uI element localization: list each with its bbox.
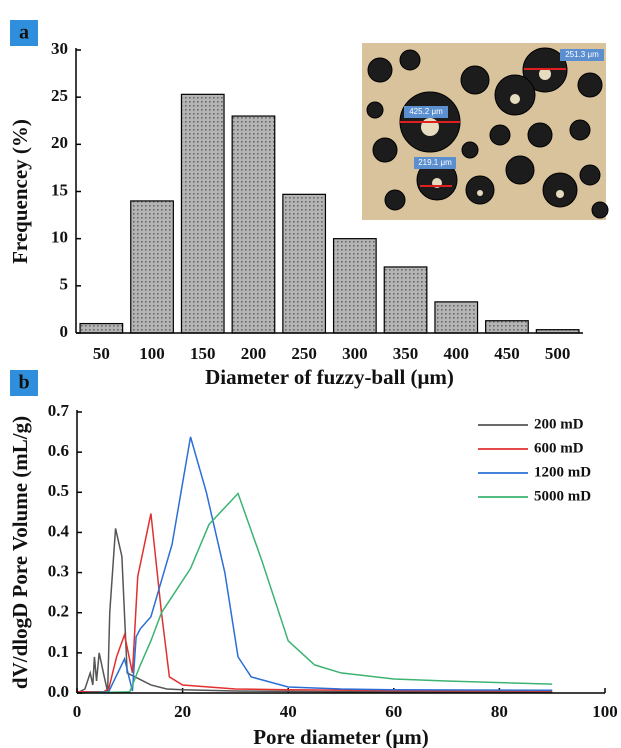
panel-label: a — [19, 22, 29, 44]
y-tick-label: 10 — [51, 228, 68, 247]
y-tick-label: 0.4 — [48, 521, 70, 540]
y-tick-label: 0 — [60, 322, 69, 341]
y-axis-title: Frequencey (%) — [8, 119, 32, 264]
bar — [130, 200, 174, 334]
line-series — [77, 513, 553, 693]
inset-image: 251.3 μm 425.2 μm 219.1 μm — [362, 43, 609, 220]
line-series — [76, 528, 553, 694]
inset-label: 219.1 μm — [418, 158, 452, 167]
bar — [485, 320, 529, 334]
bar — [332, 238, 377, 334]
line-series — [76, 492, 553, 694]
bar — [180, 93, 225, 334]
x-tick-label: 500 — [545, 344, 571, 363]
line-series — [76, 436, 553, 694]
panel-label-box — [10, 20, 38, 46]
y-tick-label: 30 — [51, 39, 68, 58]
x-tick-label: 200 — [241, 344, 267, 363]
x-tick-label: 40 — [280, 702, 297, 721]
y-tick-label: 0.6 — [48, 441, 69, 460]
x-tick-label: 50 — [93, 344, 110, 363]
bar — [383, 266, 428, 334]
x-tick-label: 400 — [444, 344, 470, 363]
inset-label: 251.3 μm — [565, 50, 599, 59]
x-tick-label: 0 — [73, 702, 82, 721]
y-tick-label: 15 — [51, 180, 68, 199]
bar — [79, 322, 124, 334]
y-tick-label: 5 — [60, 275, 69, 294]
y-tick-label: 0.1 — [48, 642, 69, 661]
x-tick-label: 150 — [190, 344, 216, 363]
x-tick-label: 450 — [494, 344, 520, 363]
panel-label-box — [10, 370, 38, 396]
inset-label: 425.2 μm — [409, 107, 443, 116]
x-tick-label: 100 — [592, 702, 618, 721]
legend-label: 1200 mD — [534, 464, 591, 480]
x-tick-label: 60 — [385, 702, 402, 721]
x-axis-title: Diameter of fuzzy-ball (μm) — [205, 365, 454, 389]
bar — [434, 301, 479, 334]
bar — [282, 193, 327, 334]
y-tick-label: 25 — [51, 86, 68, 105]
x-tick-label: 350 — [393, 344, 419, 363]
x-tick-label: 100 — [139, 344, 165, 363]
y-tick-label: 20 — [51, 133, 68, 152]
panel-label: b — [18, 372, 29, 394]
y-tick-label: 0.2 — [48, 602, 69, 621]
legend-label: 600 mD — [534, 440, 584, 456]
x-tick-label: 20 — [174, 702, 191, 721]
x-tick-label: 250 — [291, 344, 317, 363]
y-tick-label: 0.7 — [48, 401, 70, 420]
x-tick-label: 300 — [342, 344, 368, 363]
legend-label: 5000 mD — [534, 488, 591, 504]
y-tick-label: 0.0 — [48, 682, 69, 701]
x-axis-title: Pore diameter (μm) — [253, 725, 429, 748]
y-tick-label: 0.3 — [48, 561, 69, 580]
bar — [231, 115, 276, 334]
y-tick-label: 0.5 — [48, 481, 69, 500]
x-tick-label: 80 — [491, 702, 508, 721]
y-axis-title: dV/dlogD Pore Volume (mL/g) — [8, 416, 32, 689]
legend-label: 200 mD — [534, 416, 584, 432]
